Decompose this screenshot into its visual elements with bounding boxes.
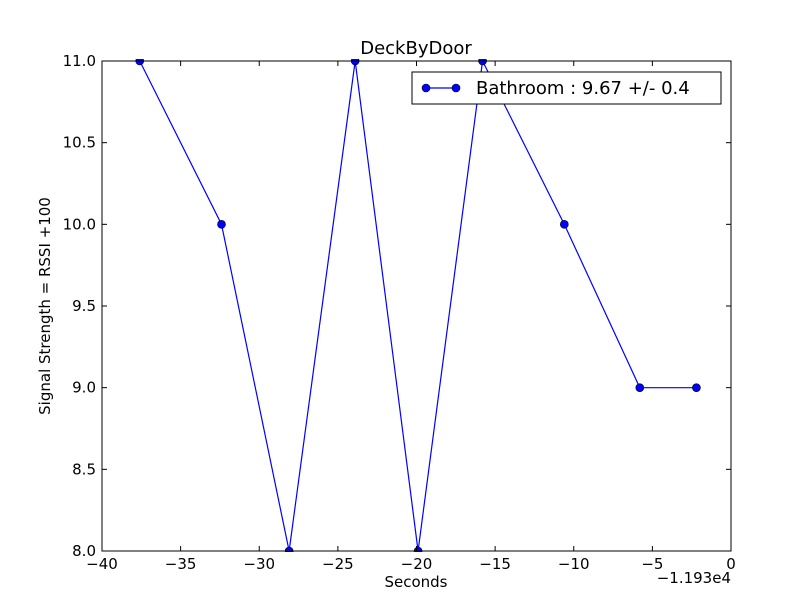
x-tick-label: −40 [86, 555, 118, 573]
x-tick-label: −15 [479, 555, 511, 573]
y-tick-label: 10.5 [63, 134, 96, 152]
legend-box [411, 71, 722, 105]
x-axis-ticks: −40 −35 −30 −25 −20 −15 −10 −5 0 [86, 61, 736, 573]
y-axis-label: Signal Strength = RSSI +100 [36, 197, 54, 415]
y-tick-label: 11.0 [63, 52, 96, 70]
y-tick-label: 9.5 [72, 297, 96, 315]
y-tick-label: 8.5 [72, 460, 96, 478]
chart-title: DeckByDoor [360, 38, 472, 59]
x-axis-label: Seconds [384, 573, 447, 591]
x-tick-label: 0 [726, 555, 736, 573]
legend-marker-left [421, 83, 431, 93]
x-axis-offset-label: −1.193e4 [657, 569, 731, 587]
x-tick-label: −5 [641, 555, 663, 573]
legend-marker-right [451, 83, 461, 93]
x-tick-label: −25 [322, 555, 354, 573]
x-tick-label: −30 [243, 555, 275, 573]
y-tick-label: 8.0 [72, 542, 96, 560]
x-tick-label: −20 [401, 555, 433, 573]
x-tick-label: −35 [165, 555, 197, 573]
y-tick-label: 10.0 [63, 215, 96, 233]
y-axis-ticks: 8.0 8.5 9.0 9.5 10.0 10.5 11.0 [63, 52, 731, 560]
x-tick-label: −10 [558, 555, 590, 573]
data-point [217, 220, 226, 229]
legend: Bathroom : 9.67 +/- 0.4 [411, 71, 722, 105]
plot-area-background [102, 61, 731, 551]
y-tick-label: 9.0 [72, 379, 96, 397]
legend-label: Bathroom : 9.67 +/- 0.4 [476, 78, 690, 99]
data-point [560, 220, 569, 229]
data-point [692, 383, 701, 392]
data-point [635, 383, 645, 392]
